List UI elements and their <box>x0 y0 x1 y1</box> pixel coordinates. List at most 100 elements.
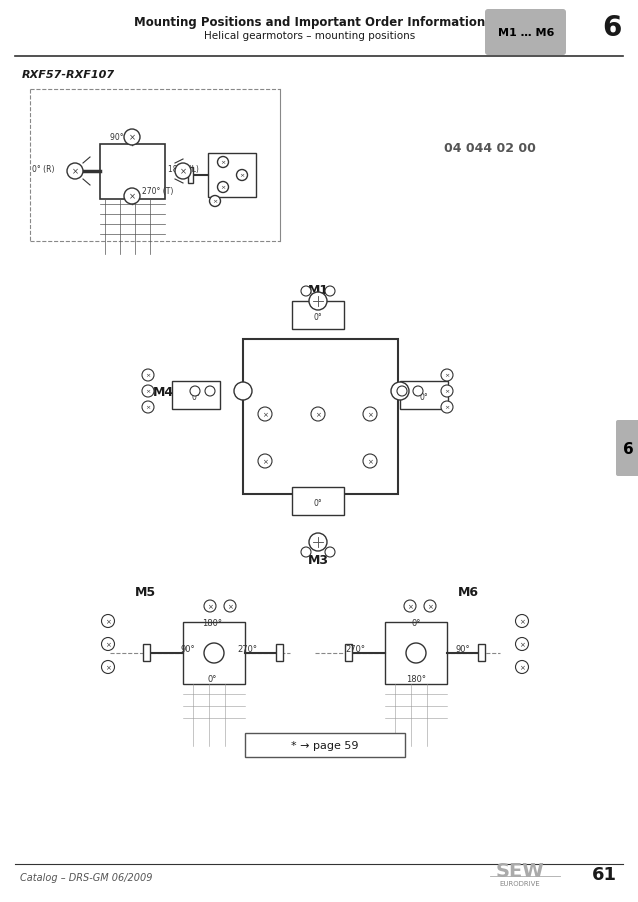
Text: SEW: SEW <box>496 861 544 880</box>
Bar <box>243 340 398 494</box>
Circle shape <box>209 197 221 207</box>
Circle shape <box>142 401 154 413</box>
Text: ×: × <box>315 411 321 418</box>
Bar <box>400 382 448 410</box>
Text: ×: × <box>367 458 373 465</box>
Text: 270°: 270° <box>345 644 365 653</box>
Circle shape <box>218 182 228 193</box>
Text: ×: × <box>519 664 525 670</box>
Circle shape <box>258 455 272 468</box>
Circle shape <box>301 287 311 297</box>
Circle shape <box>204 601 216 612</box>
Bar <box>245 733 405 757</box>
Circle shape <box>397 387 407 397</box>
Text: ×: × <box>262 411 268 418</box>
Circle shape <box>441 401 453 413</box>
Bar <box>292 301 344 329</box>
Text: ×: × <box>71 167 78 176</box>
Text: ×: × <box>212 199 218 204</box>
Text: 6: 6 <box>602 14 621 42</box>
Text: 0°: 0° <box>207 675 217 683</box>
Circle shape <box>124 189 140 205</box>
Text: ×: × <box>445 373 450 378</box>
Circle shape <box>224 601 236 612</box>
Text: * → page 59: * → page 59 <box>292 741 359 750</box>
Text: ×: × <box>519 641 525 648</box>
Circle shape <box>441 370 453 382</box>
Text: ×: × <box>128 192 135 201</box>
Bar <box>172 382 220 410</box>
Circle shape <box>441 385 453 398</box>
Text: ×: × <box>445 405 450 410</box>
Text: M3: M3 <box>308 553 329 566</box>
Circle shape <box>142 385 154 398</box>
Text: M4*: M4* <box>153 385 181 398</box>
Circle shape <box>413 387 423 397</box>
Text: ×: × <box>145 373 151 378</box>
Circle shape <box>404 601 416 612</box>
Bar <box>385 622 447 685</box>
Circle shape <box>67 164 83 179</box>
Text: M5: M5 <box>135 584 156 598</box>
Text: 0°: 0° <box>191 392 200 401</box>
Text: ×: × <box>105 664 111 670</box>
Text: Mounting Positions and Important Order Information: Mounting Positions and Important Order I… <box>135 15 486 29</box>
Circle shape <box>309 292 327 310</box>
Text: RXF57-RXF107: RXF57-RXF107 <box>22 70 115 80</box>
Bar <box>188 168 193 184</box>
Circle shape <box>205 387 215 397</box>
Circle shape <box>218 157 228 169</box>
FancyBboxPatch shape <box>616 420 638 476</box>
Bar <box>143 644 150 661</box>
Text: M1 … M6: M1 … M6 <box>498 28 554 38</box>
Text: 04 044 02 00: 04 044 02 00 <box>444 142 536 154</box>
Circle shape <box>190 387 200 397</box>
Text: Helical gearmotors – mounting positions: Helical gearmotors – mounting positions <box>204 31 415 41</box>
Bar <box>276 644 283 661</box>
Text: 90°: 90° <box>455 644 470 653</box>
Text: M6: M6 <box>457 584 478 598</box>
Text: ×: × <box>105 618 111 624</box>
Text: ×: × <box>145 405 151 410</box>
Text: ×: × <box>105 641 111 648</box>
Text: 0°: 0° <box>314 498 322 507</box>
Text: ×: × <box>227 603 233 610</box>
Text: 90°: 90° <box>181 644 195 653</box>
Text: ×: × <box>128 133 135 143</box>
Text: 270°: 270° <box>237 644 257 653</box>
Text: ×: × <box>407 603 413 610</box>
Circle shape <box>363 455 377 468</box>
Text: ×: × <box>145 389 151 394</box>
Circle shape <box>234 382 252 400</box>
Text: 180°: 180° <box>202 618 222 627</box>
Circle shape <box>516 615 528 628</box>
Circle shape <box>311 408 325 421</box>
Circle shape <box>424 601 436 612</box>
Text: M1: M1 <box>308 283 329 296</box>
Text: 0°: 0° <box>412 618 420 627</box>
Circle shape <box>301 548 311 557</box>
Text: ×: × <box>207 603 213 610</box>
Bar <box>478 644 485 661</box>
Text: Catalog – DRS-GM 06/2009: Catalog – DRS-GM 06/2009 <box>20 872 152 882</box>
Text: 270° (T): 270° (T) <box>142 187 174 196</box>
Circle shape <box>406 643 426 663</box>
Circle shape <box>309 533 327 551</box>
Circle shape <box>101 638 114 650</box>
Text: 180°: 180° <box>406 675 426 683</box>
Circle shape <box>258 408 272 421</box>
Circle shape <box>325 287 335 297</box>
Circle shape <box>101 661 114 674</box>
Bar <box>208 154 256 198</box>
Text: M2*: M2* <box>418 385 445 398</box>
Text: ×: × <box>367 411 373 418</box>
Text: 61: 61 <box>591 865 616 883</box>
Circle shape <box>101 615 114 628</box>
Bar <box>292 487 344 515</box>
Circle shape <box>363 408 377 421</box>
Text: ×: × <box>519 618 525 624</box>
Text: 0°: 0° <box>314 312 322 321</box>
Circle shape <box>391 382 409 400</box>
Circle shape <box>516 638 528 650</box>
Circle shape <box>204 643 224 663</box>
